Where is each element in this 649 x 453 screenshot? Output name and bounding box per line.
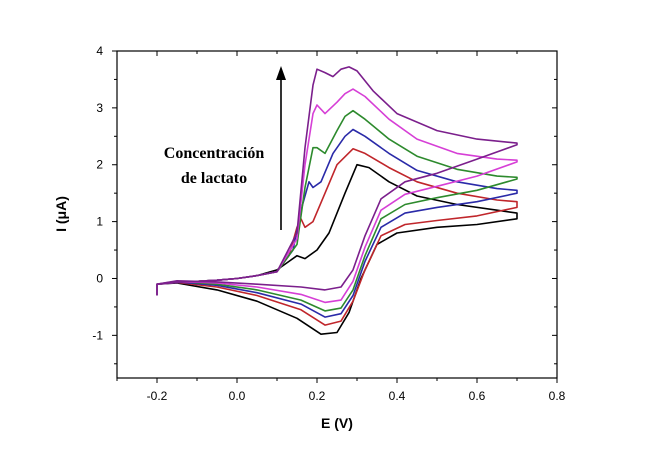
x-axis-title: E (V) <box>321 415 353 431</box>
y-tick-label: 4 <box>96 44 103 58</box>
series-line-1 <box>156 163 518 335</box>
x-tick-label: -0.2 <box>147 389 168 403</box>
y-tick-label: -1 <box>92 328 103 342</box>
y-tick-label: 2 <box>96 158 103 172</box>
y-axis-title: I (μA) <box>53 196 69 232</box>
y-tick-label: 3 <box>96 101 103 115</box>
series-line-6 <box>156 66 518 296</box>
up-arrow-icon <box>276 66 286 80</box>
annotation-line-1: Concentración <box>164 145 265 162</box>
x-tick-label: 0.6 <box>469 389 486 403</box>
x-tick-label: 0.4 <box>389 389 406 403</box>
x-tick-label: 0.8 <box>549 389 566 403</box>
plot-frame <box>116 50 558 379</box>
y-tick-label: 1 <box>96 215 103 229</box>
series-line-5 <box>156 88 518 304</box>
x-tick-label: 0.0 <box>229 389 246 403</box>
y-tick-label: 0 <box>96 271 103 285</box>
x-tick-label: 0.2 <box>309 389 326 403</box>
annotation-line-2: de lactato <box>181 170 247 187</box>
concentration-annotation: Concentración de lactato <box>164 66 286 230</box>
axis-ticks: -0.2 0.0 0.2 0.4 0.6 0.8 -1 0 1 2 3 4 <box>92 44 565 403</box>
series-curves <box>156 66 518 335</box>
